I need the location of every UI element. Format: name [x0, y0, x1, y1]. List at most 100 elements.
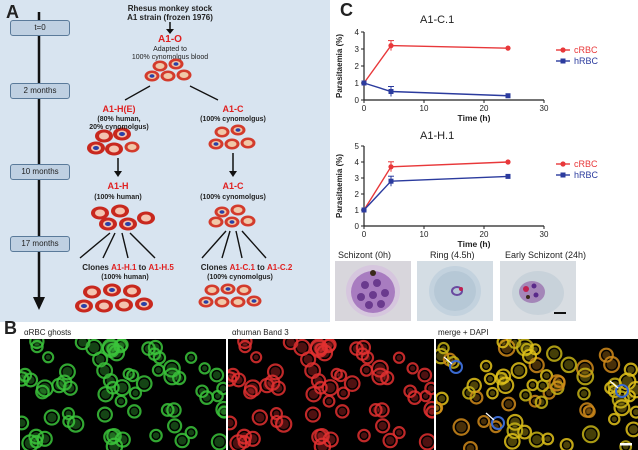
cell [310, 373, 327, 389]
cell-fill [270, 366, 281, 377]
cell-fill [212, 371, 221, 379]
cell-fill [627, 393, 633, 399]
cell [160, 403, 175, 417]
cell-fill [313, 341, 325, 353]
cell-fill [483, 363, 489, 369]
cell-fill [152, 432, 160, 439]
cell-fill [188, 355, 194, 361]
cell [336, 386, 351, 400]
cell [486, 386, 499, 400]
cell-fill [166, 371, 178, 382]
a1o-desc-2: 100% cynomolgus blood [131, 54, 209, 61]
cell [275, 415, 293, 433]
cell [321, 379, 339, 397]
cell [623, 362, 638, 377]
arrow-down-icon [166, 22, 174, 34]
cell [418, 433, 434, 450]
cell-fill [507, 436, 518, 447]
cell [510, 362, 528, 380]
y-tick-label: 1 [355, 206, 360, 215]
cell-fill [538, 399, 545, 406]
timeline-10-months: 10 months [10, 164, 70, 180]
y-tick-label: 4 [355, 28, 360, 37]
panel-a: A t=0 2 months 10 months 17 months Rhesu… [0, 0, 330, 322]
panel-a-letter: A [6, 2, 19, 22]
cell-fill [627, 366, 635, 374]
legend-label-cRBC: cRBC [574, 45, 598, 55]
cell [152, 351, 167, 365]
cell-fill [228, 419, 234, 427]
cell [61, 407, 76, 421]
legend-marker-cRBC [560, 47, 566, 53]
y-axis-label: Parasitaemia (%) [335, 34, 344, 98]
cell [304, 406, 321, 423]
cell-fill [314, 432, 325, 442]
chart-a1c1: 0 1 2 3 4 0 10 20 30 Time (h) Parasitaemia (%) cRBC… [335, 28, 599, 123]
cell [508, 339, 522, 350]
cell-fill [156, 354, 163, 361]
x-tick-label: 20 [480, 230, 489, 239]
cell-fill [386, 436, 395, 445]
cell-fill [105, 341, 117, 353]
cell [236, 428, 253, 445]
cell-fill [633, 409, 638, 416]
dapi-cell [449, 360, 463, 374]
cell-fill [499, 372, 508, 381]
cell-fill [100, 410, 110, 420]
cell-fill [525, 352, 534, 361]
cell [629, 405, 638, 419]
cell-fill [308, 410, 318, 420]
cell [264, 374, 281, 391]
cell-fill [132, 390, 139, 397]
cell-fill [396, 355, 402, 361]
cell [309, 339, 328, 357]
cell [228, 371, 238, 387]
cell [29, 339, 45, 350]
clones-c-label: Clones A1-C.1 to A1-C.2 [184, 263, 309, 272]
cell [382, 432, 398, 449]
cell [436, 347, 450, 365]
cell-fill [586, 408, 593, 415]
cell [506, 422, 524, 440]
cell [174, 432, 190, 449]
cell [305, 386, 322, 403]
legend-marker-cRBC [560, 161, 566, 167]
cell [29, 434, 44, 449]
cell-fill [286, 339, 295, 347]
cell [184, 426, 198, 440]
cell [501, 396, 517, 412]
cell-fill [106, 432, 117, 442]
cell-fill [500, 339, 506, 345]
cell [368, 403, 383, 417]
cell-fill [372, 406, 379, 414]
cell-fill [427, 385, 434, 392]
cell [237, 434, 252, 449]
cell [477, 414, 491, 428]
cell [335, 404, 350, 419]
cell [479, 359, 493, 373]
cell [97, 386, 114, 403]
cell [406, 362, 419, 375]
cell-fill [202, 393, 211, 402]
cell [105, 437, 124, 450]
cell [417, 367, 433, 383]
cell-fill [504, 400, 513, 408]
panel-c-letter: C [340, 0, 353, 20]
clones-c-desc: (100% cynomolgus) [207, 274, 273, 281]
cell [392, 351, 406, 364]
x-tick-label: 10 [420, 104, 429, 113]
cell [244, 430, 261, 447]
stock-title: Rhesus monkey stock [127, 4, 213, 13]
cell-fill [622, 376, 633, 387]
cell [321, 339, 336, 354]
cell-fill [602, 351, 611, 360]
cell-fill [617, 402, 627, 413]
cell [243, 384, 258, 400]
cell [579, 402, 595, 418]
cell-fill [489, 390, 496, 396]
cell-fill [34, 343, 41, 350]
cell-fill [99, 365, 110, 376]
stock-subtitle: A1 strain (frozen 1976) [127, 13, 213, 22]
cell-fill [219, 385, 226, 392]
a1he-desc-2: 20% cynomolgus) [89, 124, 149, 131]
